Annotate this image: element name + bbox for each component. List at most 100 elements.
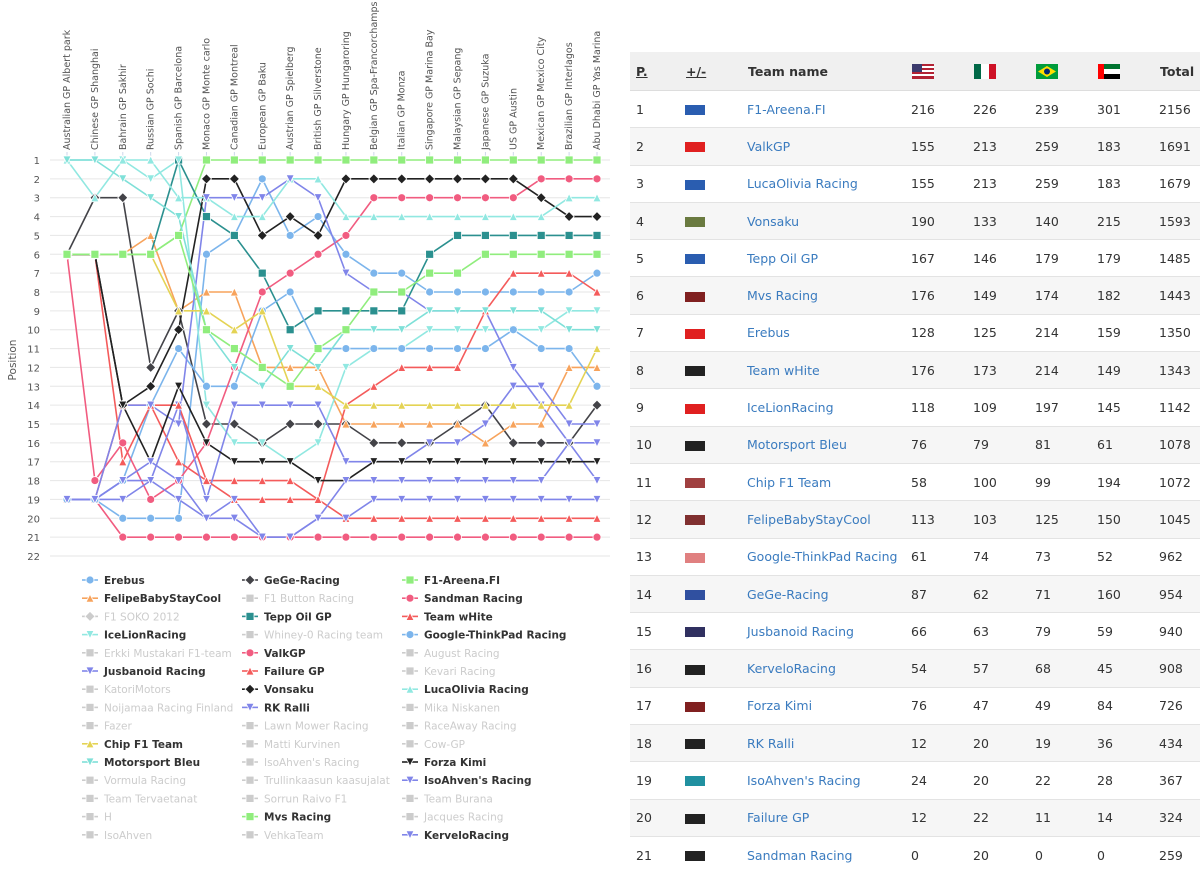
points: 28: [1097, 762, 1159, 799]
point: [426, 345, 434, 353]
point: [481, 288, 489, 296]
logo: [685, 590, 705, 600]
y-tick-label: 4: [34, 213, 40, 224]
point: [509, 326, 517, 334]
points: 81: [1035, 426, 1097, 463]
logo: [685, 814, 705, 824]
chart: Position 1234567891011121314151617181920…: [0, 0, 625, 853]
legend-symbol: [246, 631, 254, 639]
point: [286, 288, 294, 296]
team-logo: [685, 314, 747, 351]
legend-label: IsoAhven's Racing: [424, 775, 532, 787]
position: 11: [630, 463, 685, 500]
points: 61: [911, 538, 973, 575]
team-name: IceLionRacing: [747, 389, 911, 426]
x-tick-label: Russian GP Sochi: [146, 69, 157, 150]
points: 118: [911, 389, 973, 426]
x-tick-label: Mexican GP Mexico City: [536, 36, 547, 150]
point: [537, 175, 545, 183]
points: 214: [1035, 314, 1097, 351]
point: [63, 250, 71, 258]
x-tick-label: British GP Silverstone: [313, 47, 324, 150]
point: [119, 514, 127, 522]
point: [202, 213, 210, 221]
points: 36: [1097, 725, 1159, 762]
point: [481, 194, 489, 202]
legend-symbol: [86, 685, 94, 693]
x-tick-label: Belgian GP Spa-Francorchamps: [369, 1, 380, 150]
logo: [685, 404, 705, 414]
point: [146, 381, 156, 391]
team-logo: [685, 426, 747, 463]
legend-symbol: [246, 831, 254, 839]
point: [537, 288, 545, 296]
point: [175, 345, 183, 353]
position: 17: [630, 687, 685, 724]
team-logo: [685, 762, 747, 799]
points: 61: [1097, 426, 1159, 463]
points: 87: [911, 575, 973, 612]
team-name: Team wHite: [747, 352, 911, 389]
points: 0: [1097, 836, 1159, 873]
logo: [685, 702, 705, 712]
legend-label: KerveloRacing: [424, 830, 509, 842]
point: [398, 194, 406, 202]
team-logo: [685, 240, 747, 277]
logo: [685, 254, 705, 264]
point: [397, 438, 407, 448]
legend-label: Matti Kurvinen: [264, 739, 340, 751]
point: [285, 212, 295, 222]
total: 1142: [1159, 389, 1200, 426]
point: [119, 533, 127, 541]
points: 14: [1097, 799, 1159, 836]
legend-symbol: [86, 831, 94, 839]
legend-label: Vormula Racing: [104, 775, 186, 787]
team-name: Chip F1 Team: [747, 463, 911, 500]
point: [565, 533, 573, 541]
point: [593, 382, 601, 390]
x-tick-label: Abu Dhabi GP Yas Marina: [592, 31, 603, 150]
y-tick-label: 8: [34, 288, 40, 299]
point: [564, 212, 574, 222]
point: [314, 156, 322, 164]
points: 59: [1097, 613, 1159, 650]
total: 962: [1159, 538, 1200, 575]
legend-label: Noijamaa Racing Finland: [104, 702, 233, 714]
points: 63: [973, 613, 1035, 650]
header: Team name: [747, 52, 911, 91]
total: 324: [1159, 799, 1200, 836]
point: [426, 269, 434, 277]
header: +/-: [685, 52, 747, 91]
logo: [685, 776, 705, 786]
team-name: Motorsport Bleu: [747, 426, 911, 463]
legend-symbol: [246, 649, 254, 657]
point: [537, 345, 545, 353]
flag-header: [973, 52, 1035, 91]
legend-label: FelipeBabyStayCool: [104, 593, 221, 605]
legend-symbol: [246, 722, 254, 730]
points: 76: [911, 687, 973, 724]
y-tick-label: 7: [34, 269, 40, 280]
point: [230, 231, 238, 239]
point: [398, 288, 406, 296]
team-logo: [685, 165, 747, 202]
point: [370, 194, 378, 202]
points: 125: [973, 314, 1035, 351]
y-tick-label: 9: [34, 307, 40, 318]
x-tick-label: Hungary GP Hungaroring: [341, 31, 352, 150]
points: 45: [1097, 650, 1159, 687]
flag: [974, 64, 996, 79]
y-tick-label: 17: [27, 458, 40, 469]
legend-symbol: [406, 703, 414, 711]
point: [369, 438, 379, 448]
legend-symbol: [246, 758, 254, 766]
point: [454, 288, 462, 296]
points: 179: [1035, 240, 1097, 277]
legend-label: Team Burana: [423, 793, 493, 805]
